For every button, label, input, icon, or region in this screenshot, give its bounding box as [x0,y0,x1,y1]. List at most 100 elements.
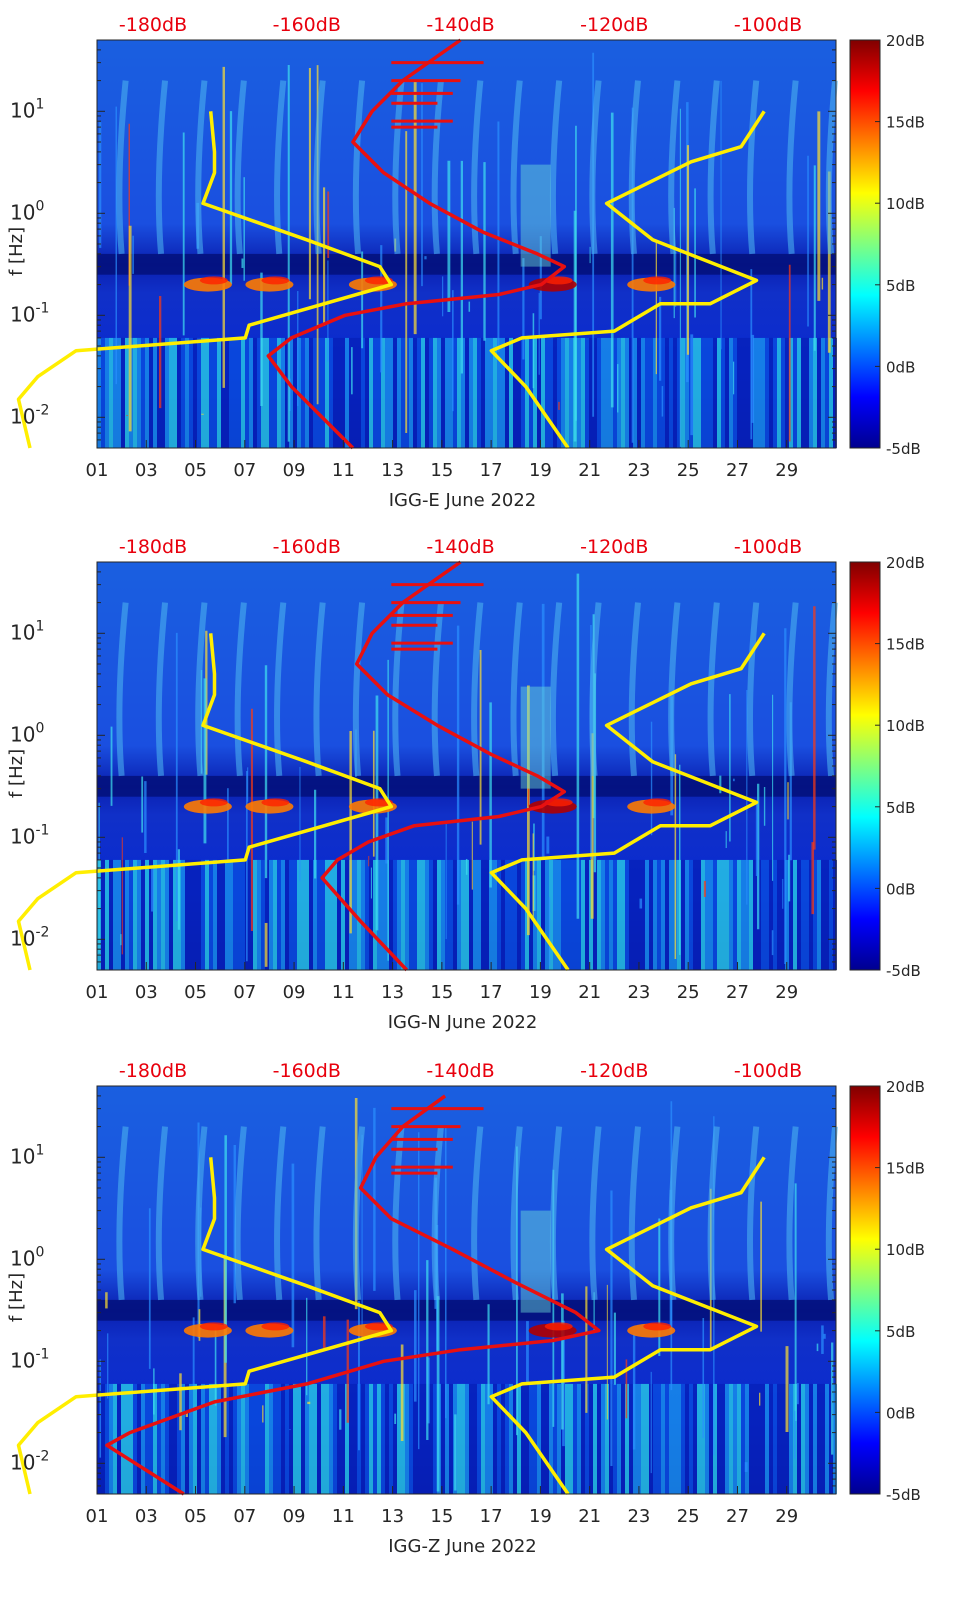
yellow-curve-1 [16,111,394,449]
x-tick-label: 17 [480,982,503,1003]
x-tick-label: 09 [283,460,306,481]
x-tick-label: 11 [332,460,355,481]
x-tick-label: 19 [529,1506,552,1527]
yellow-curve-2 [489,1156,766,1495]
x-tick-label: 27 [726,982,749,1003]
spectrogram-blobs [183,1322,676,1338]
colorbar-label: 10dB [886,195,925,213]
x-tick-label: 03 [135,982,158,1003]
spectrogram-stripes [97,337,837,448]
red-curve-3 [320,560,567,972]
x-tick-label: 21 [578,982,601,1003]
y-axis: 10-2 10-1 100 101 [10,1085,836,1495]
yellow-curve-1 [16,1157,394,1495]
x-axis-label: IGG-N June 2022 [388,1012,538,1033]
x-tick-label: 25 [677,982,700,1003]
colorbar-label: -5dB [886,440,921,458]
x-tick-label: 11 [332,982,355,1003]
spectrogram-band [97,253,836,275]
chart-panel-3: 10-2 10-1 100 101 f [Hz] 01 03 05 07 09 11 13 15 17 19… [6,1060,925,1557]
x-tick-label: 15 [430,1506,453,1527]
red-curve-3 [266,38,567,450]
x-tick-label: 13 [381,1506,404,1527]
x-tick-label: 23 [627,460,650,481]
red-curve-branches [391,61,484,129]
colorbar-label: -5dB [886,1486,921,1504]
colorbar-gradient [849,1085,881,1495]
y-tick-label: 10-1 [10,1346,49,1372]
colorbar-label: 5dB [886,799,915,817]
x-tick-label: 25 [677,460,700,481]
x-axis: 01 03 05 07 09 11 13 15 17 19 21 23 25 27 29 [86,440,798,481]
yellow-curve-1 [16,633,394,971]
top-db-label: -100dB [734,536,802,558]
top-db-label: -120dB [580,14,648,36]
x-tick-label: 27 [726,1506,749,1527]
top-db-label: -140dB [426,1060,494,1082]
y-axis-label: f [Hz] [6,227,27,276]
spectrogram-band [97,775,836,797]
spectrogram-stripes [97,859,837,970]
top-db-axis: -180dB -160dB -140dB -120dB -100dB [119,14,802,36]
y-tick-label: 10-2 [10,1448,49,1474]
x-tick-label: 19 [529,460,552,481]
colorbar: 20dB 15dB 10dB 5dB 0dB -5dB [849,1078,925,1504]
colorbar-label: 15dB [886,636,925,654]
y-axis: 10-2 10-1 100 101 [10,39,836,449]
y-tick-label: 100 [10,720,44,746]
x-tick-label: 01 [86,460,109,481]
red-curve-branches [391,1107,484,1175]
spectrogram-blobs [183,276,676,292]
spectrogram-plumes [116,80,839,267]
y-tick-label: 101 [10,618,44,644]
x-tick-label: 19 [529,982,552,1003]
y-tick-label: 10-1 [10,822,49,848]
y-tick-label: 10-1 [10,300,49,326]
top-db-label: -160dB [273,14,341,36]
spectrogram-stripes [97,1383,837,1494]
x-axis: 01 03 05 07 09 11 13 15 17 19 21 23 25 27 29 [86,962,798,1003]
y-tick-label: 10-2 [10,924,49,950]
x-axis-label: IGG-Z June 2022 [388,1536,536,1557]
chart-panel-2: 10-2 10-1 100 101 f [Hz] 01 03 05 07 09 11 13 15 17 19… [6,536,925,1033]
top-db-label: -100dB [734,14,802,36]
red-curve-branches [391,583,484,651]
y-tick-label: 100 [10,198,44,224]
colorbar-label: 20dB [886,1078,925,1096]
x-tick-label: 13 [381,982,404,1003]
top-db-label: -160dB [273,1060,341,1082]
top-db-label: -180dB [119,14,187,36]
x-tick-label: 17 [480,460,503,481]
x-tick-label: 29 [775,1506,798,1527]
y-axis-label: f [Hz] [6,749,27,798]
colorbar-label: 10dB [886,1241,925,1259]
x-tick-label: 05 [184,460,207,481]
x-tick-label: 05 [184,1506,207,1527]
colorbar-label: 10dB [886,717,925,735]
colorbar: 20dB 15dB 10dB 5dB 0dB -5dB [849,32,925,458]
x-tick-label: 09 [283,982,306,1003]
y-tick-label: 101 [10,96,44,122]
top-db-label: -140dB [426,14,494,36]
colorbar-gradient [849,561,881,971]
colorbar-label: 0dB [886,880,915,898]
x-tick-label: 17 [480,1506,503,1527]
y-tick-label: 100 [10,1244,44,1270]
colorbar-label: 15dB [886,1160,925,1178]
top-db-label: -120dB [580,536,648,558]
top-db-axis: -180dB -160dB -140dB -120dB -100dB [119,536,802,558]
x-tick-label: 01 [86,982,109,1003]
x-tick-label: 07 [233,1506,256,1527]
x-axis-label: IGG-E June 2022 [389,490,537,511]
x-tick-label: 29 [775,460,798,481]
x-tick-label: 15 [430,460,453,481]
yellow-curve-2 [489,632,766,971]
y-axis: 10-2 10-1 100 101 [10,561,836,971]
x-tick-label: 09 [283,1506,306,1527]
x-tick-label: 11 [332,1506,355,1527]
x-tick-label: 15 [430,982,453,1003]
colorbar-label: 15dB [886,114,925,132]
y-tick-label: 10-2 [10,402,49,428]
x-tick-label: 21 [578,1506,601,1527]
colorbar-label: -5dB [886,962,921,980]
